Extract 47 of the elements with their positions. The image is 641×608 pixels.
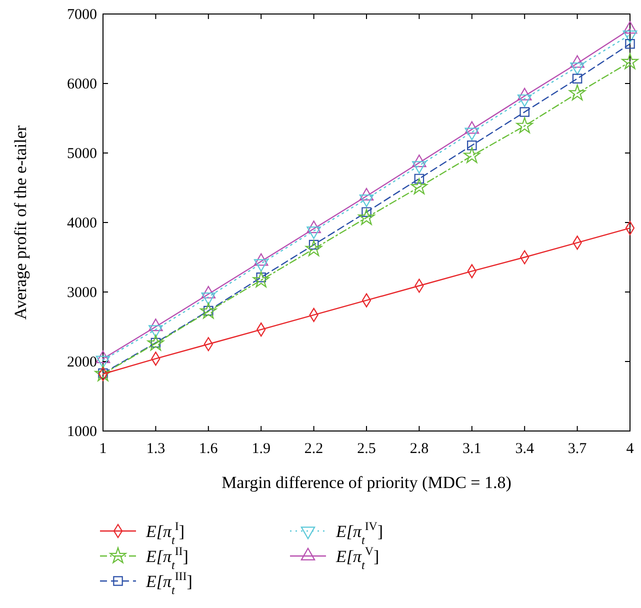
x-tick-label: 4	[626, 441, 634, 457]
point	[410, 178, 428, 194]
point	[414, 174, 424, 184]
y-tick-label: 1000	[67, 424, 97, 440]
x-tick-label: 3.1	[462, 441, 482, 457]
y-tick-label: 4000	[67, 216, 97, 232]
x-tick-label: 1.6	[199, 441, 218, 457]
point	[516, 117, 533, 134]
point	[305, 240, 322, 256]
x-tick-label: 1.3	[146, 441, 166, 457]
x-axis-title: Margin difference of priority (MDC = 1.8)	[222, 473, 512, 492]
y-tick-label: 7000	[67, 7, 97, 23]
point	[412, 154, 426, 168]
x-tick-label: 2.2	[304, 441, 324, 457]
legend-label: E[π$_{t}$$^{II}$]	[145, 544, 188, 572]
point	[622, 21, 638, 34]
x-tick-label: 2.5	[357, 441, 376, 457]
y-tick-label: 5000	[67, 146, 97, 162]
point	[464, 121, 480, 134]
point	[572, 74, 582, 84]
point	[200, 302, 217, 319]
point	[570, 55, 584, 68]
x-tick-label: 3.7	[568, 441, 588, 457]
point	[358, 208, 375, 225]
point	[517, 88, 532, 100]
y-tick-label: 6000	[67, 76, 97, 92]
point	[520, 107, 530, 117]
legend-label: E[π$_{t}$$^{III}$]	[145, 569, 192, 597]
x-tick-label: 2.8	[410, 441, 429, 457]
point	[568, 84, 586, 100]
y-axis-title: Average profit of the e-tailer	[11, 125, 30, 320]
point	[467, 140, 477, 150]
point	[625, 39, 635, 49]
point	[306, 220, 321, 234]
point	[622, 53, 638, 70]
point	[94, 365, 112, 382]
y-tick-label: 3000	[67, 285, 97, 301]
legend-label: E[π$_{t}$$^{IV}$]	[335, 519, 384, 547]
x-tick-label: 3.4	[515, 441, 534, 457]
y-tick-label: 2000	[67, 354, 97, 370]
x-tick-label: 1	[99, 441, 107, 457]
legend-label: E[π$_{t}$$^{V}$]	[335, 544, 380, 572]
point	[464, 147, 480, 163]
point	[252, 271, 270, 288]
point	[147, 334, 164, 351]
legend-label: E[π$_{t}$$^{I}$]	[145, 519, 184, 547]
x-tick-label: 1.9	[252, 441, 270, 457]
